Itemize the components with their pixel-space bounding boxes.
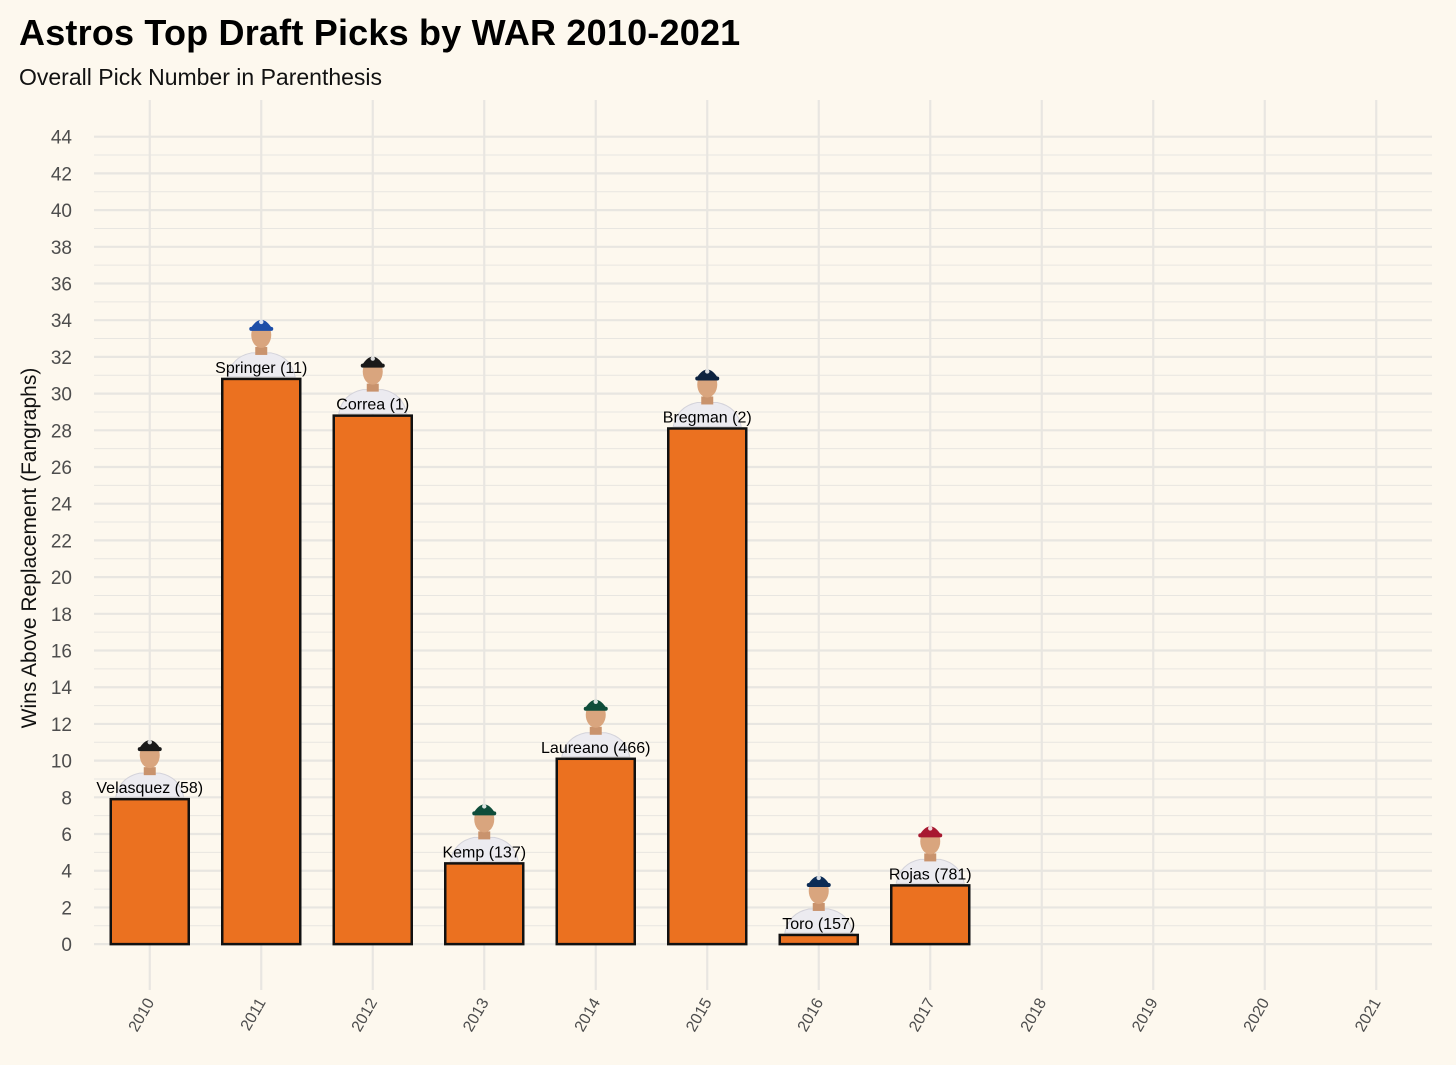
player-photo	[784, 875, 854, 934]
bar-label: Bregman (2)	[663, 409, 752, 426]
player-photo	[449, 804, 519, 862]
y-tick-label: 14	[51, 678, 73, 699]
chart-subtitle: Overall Pick Number in Parenthesis	[19, 64, 383, 90]
bar	[890, 884, 971, 946]
bar-label: Kemp (137)	[442, 844, 526, 861]
x-tick-label: 2017	[906, 995, 939, 1034]
y-tick-label: 22	[51, 531, 72, 552]
y-tick-label: 0	[61, 935, 72, 956]
x-axis-ticks: 2010 2011 2012 2013 2014 2015 2016 2017 2018 2019…	[126, 995, 1385, 1034]
y-tick-label: 8	[61, 788, 72, 809]
x-tick-label: 2012	[349, 995, 382, 1034]
player-photo	[895, 826, 965, 884]
y-tick-label: 10	[51, 752, 72, 773]
x-tick-label: 2021	[1352, 995, 1385, 1034]
x-tick-label: 2018	[1018, 995, 1051, 1034]
grid-layer	[94, 100, 1432, 990]
bar	[555, 757, 636, 946]
x-tick-label: 2013	[460, 995, 493, 1034]
y-tick-label: 30	[51, 385, 72, 406]
y-tick-label: 26	[51, 458, 72, 479]
bar	[221, 377, 302, 946]
y-tick-label: 12	[51, 715, 72, 736]
x-tick-label: 2016	[795, 995, 828, 1034]
bar	[667, 427, 748, 946]
y-tick-label: 34	[51, 311, 73, 332]
bar-label: Springer (11)	[215, 360, 307, 377]
player-photo-layer	[115, 319, 965, 934]
y-tick-label: 18	[51, 605, 72, 626]
bar	[778, 933, 859, 946]
y-tick-label: 16	[51, 642, 72, 663]
x-tick-label: 2019	[1129, 995, 1162, 1034]
player-photo	[115, 739, 185, 798]
y-axis-label: Wins Above Replacement (Fangraphs)	[18, 368, 41, 729]
bar	[444, 862, 525, 946]
bar-label: Rojas (781)	[889, 866, 972, 883]
player-photo	[672, 369, 742, 427]
x-tick-label: 2011	[238, 995, 270, 1033]
y-tick-label: 44	[51, 128, 73, 149]
bar-label: Velasquez (58)	[96, 780, 203, 797]
x-tick-label: 2015	[683, 995, 716, 1034]
chart-title: Astros Top Draft Picks by WAR 2010-2021	[19, 12, 741, 53]
x-tick-label: 2010	[126, 995, 159, 1034]
bar	[109, 797, 190, 946]
bar-label: Laureano (466)	[541, 740, 650, 757]
x-tick-label: 2020	[1241, 995, 1274, 1034]
y-tick-label: 20	[51, 568, 72, 589]
y-tick-label: 4	[61, 862, 72, 883]
y-tick-label: 36	[51, 275, 72, 296]
player-photo	[226, 319, 296, 378]
y-tick-label: 42	[51, 164, 72, 185]
bar-label: Toro (157)	[782, 916, 855, 933]
y-tick-label: 28	[51, 421, 72, 442]
y-tick-label: 6	[61, 825, 72, 846]
player-photo	[338, 356, 408, 415]
x-tick-label: 2014	[572, 995, 605, 1034]
y-tick-label: 40	[51, 201, 72, 222]
y-tick-label: 32	[51, 348, 72, 369]
y-tick-label: 2	[61, 898, 72, 919]
player-photo	[561, 699, 631, 758]
y-axis-ticks: 0246810121416182022242628303234363840424…	[51, 128, 73, 956]
bar-label-layer: Velasquez (58) Springer (11) Correa (1) Kem…	[96, 360, 971, 933]
bar-layer	[109, 377, 971, 946]
bar-label: Correa (1)	[336, 397, 409, 414]
y-tick-label: 38	[51, 238, 72, 259]
y-tick-label: 24	[51, 495, 73, 516]
bar	[332, 414, 413, 946]
